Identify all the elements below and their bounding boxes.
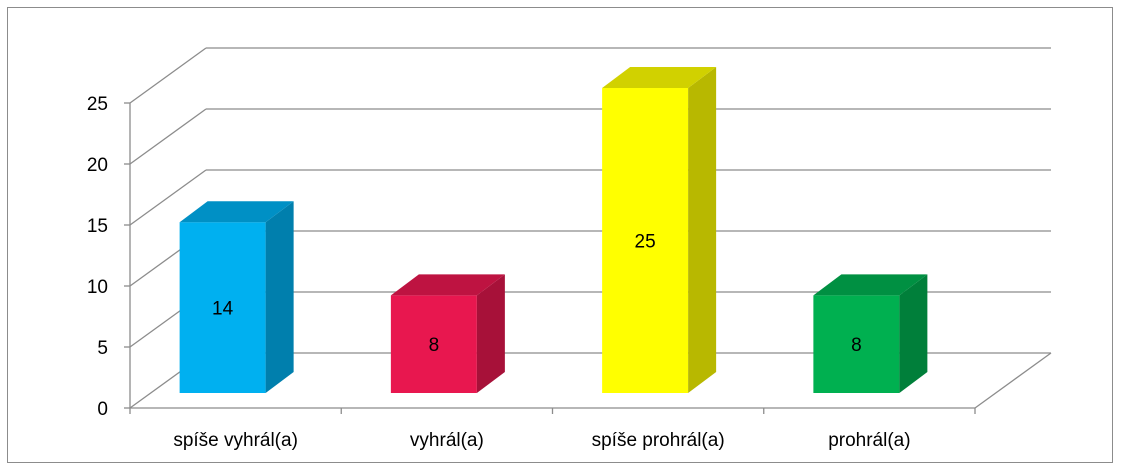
y-tick-label: 15 [87,216,108,237]
bar-side [265,201,294,393]
bar-top [390,274,505,296]
category-label: spíše prohrál(a) [592,430,725,451]
bar-top [179,201,294,223]
y-tick-labels: 0 5 10 15 20 25 [87,94,108,420]
bar: 8 [813,274,928,393]
bar-side [899,274,928,393]
bar-front [390,295,477,393]
category-label: spíše vyhrál(a) [173,430,298,451]
bar-front [602,88,689,393]
data-label: 25 [635,232,656,253]
bar-side [476,274,505,393]
y-tick-label: 0 [97,399,108,420]
y-tick-label: 10 [87,277,108,298]
bar-front [179,222,266,393]
data-label: 8 [851,335,862,356]
bar: 8 [390,274,505,393]
axes [124,102,1052,414]
category-label: prohrál(a) [828,430,910,451]
gridline-diagonal [129,169,207,226]
data-label: 14 [212,299,234,320]
gridline-diagonal [129,108,207,165]
y-tick-label: 25 [87,94,108,115]
bars: 14 8 25 8 [179,67,928,393]
y-tick-label: 5 [97,338,108,359]
bar-side [688,67,717,393]
bar-top [602,67,717,88]
data-label: 8 [429,335,440,356]
bar: 25 [602,67,717,393]
bar-top [813,274,928,296]
y-tick-label: 20 [87,155,108,176]
floor-right-edge [974,352,1052,409]
category-label: vyhrál(a) [410,430,484,451]
bar: 14 [179,201,294,393]
bar-front [813,295,900,393]
gridline-diagonal [129,47,207,104]
category-labels: spíše vyhrál(a) vyhrál(a) spíše prohrál(a)… [173,430,910,451]
